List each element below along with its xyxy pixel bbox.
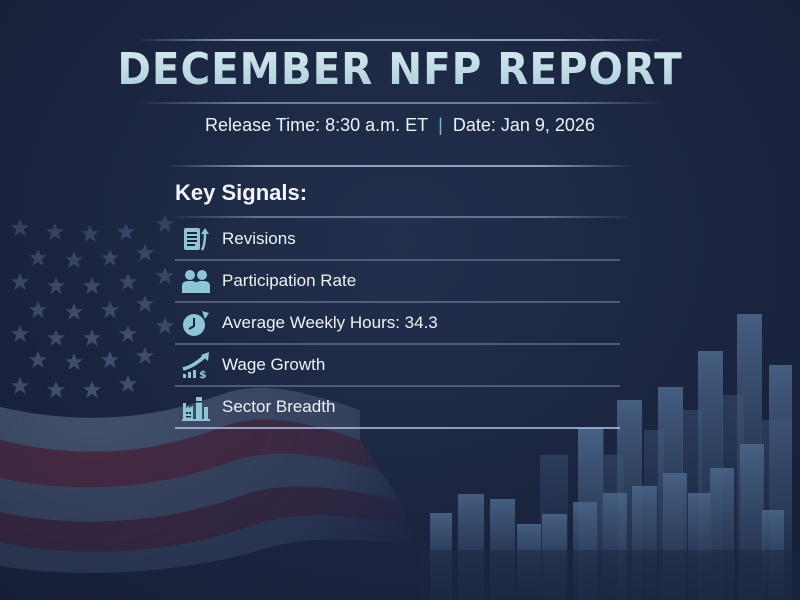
svg-text:$: $: [199, 368, 207, 379]
page-title: DECEMBER NFP REPORT: [32, 44, 768, 95]
signal-item-wage-growth: $ Wage Growth: [175, 345, 620, 387]
wage-growth-icon: $: [178, 349, 214, 381]
info-separator: |: [438, 115, 443, 135]
us-flag-background: [0, 215, 420, 573]
key-signals-list: Revisions Participation Rate Average Wee…: [175, 219, 620, 429]
signal-label: Average Weekly Hours: 34.3: [222, 313, 438, 332]
release-date: Date: Jan 9, 2026: [452, 115, 595, 135]
signal-item-average-weekly-hours: Average Weekly Hours: 34.3: [175, 303, 620, 345]
release-time: Release Time: 8:30 a.m. ET: [205, 115, 429, 135]
factory-icon: [178, 391, 214, 423]
document-revision-icon: [178, 223, 214, 255]
signal-item-participation-rate: Participation Rate: [175, 261, 620, 303]
release-info: Release Time: 8:30 a.m. ET | Date: Jan 9, …: [0, 115, 800, 136]
people-icon: [178, 265, 214, 297]
signal-item-sector-breadth: Sector Breadth: [175, 387, 620, 429]
decorative-bar-chart: [420, 314, 800, 600]
top-divider: [135, 39, 665, 41]
stopwatch-icon: [178, 307, 214, 339]
key-signals-heading: Key Signals:: [175, 180, 308, 205]
signal-item-revisions: Revisions: [175, 219, 620, 261]
signal-label: Participation Rate: [222, 271, 357, 290]
signal-label: Wage Growth: [222, 355, 326, 374]
heading-divider: [165, 216, 635, 218]
title-divider: [135, 102, 665, 104]
signal-label: Sector Breadth: [222, 397, 336, 416]
subtitle-divider: [165, 165, 635, 167]
signal-label: Revisions: [222, 229, 296, 248]
